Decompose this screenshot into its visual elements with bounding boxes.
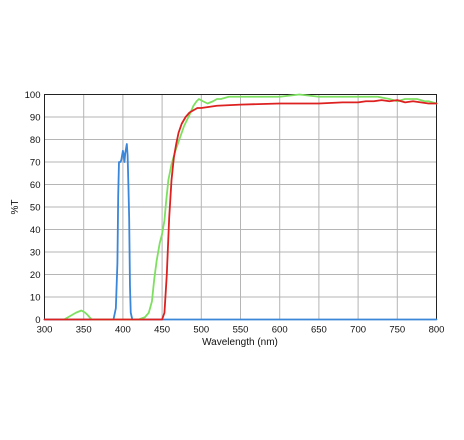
x-tick-label: 800 [429, 325, 445, 336]
y-tick-label: 100 [25, 90, 41, 101]
y-tick-label: 80 [30, 135, 41, 146]
y-tick-label: 20 [30, 270, 41, 281]
x-axis-label: Wavelength (nm) [202, 337, 278, 348]
y-tick-label: 30 [30, 248, 41, 259]
x-tick-label: 450 [154, 325, 170, 336]
y-tick-label: 90 [30, 113, 41, 124]
y-tick-label: 0 [35, 315, 40, 326]
x-tick-label: 750 [389, 325, 405, 336]
y-tick-label: 60 [30, 180, 41, 191]
y-tick-label: 70 [30, 158, 41, 169]
x-tick-label: 400 [115, 325, 131, 336]
x-tick-label: 500 [193, 325, 209, 336]
y-tick-labels: 0 10 20 30 40 50 60 70 80 90 100 [25, 90, 41, 326]
x-tick-label: 300 [37, 325, 53, 336]
y-tick-label: 10 [30, 293, 41, 304]
grid [44, 94, 437, 320]
x-tick-label: 550 [233, 325, 249, 336]
x-tick-label: 600 [272, 325, 288, 336]
series-line-red [43, 99, 438, 321]
series-line-blue [43, 143, 438, 321]
x-tick-label: 700 [350, 325, 366, 336]
x-tick-label: 350 [76, 325, 92, 336]
y-axis-label: %T [10, 200, 21, 215]
y-tick-label: 40 [30, 225, 41, 236]
series-group [43, 93, 438, 321]
x-tick-labels: 300 350 400 450 500 550 600 650 700 750 800 [37, 325, 445, 336]
x-tick-label: 650 [311, 325, 327, 336]
y-tick-label: 50 [30, 203, 41, 214]
